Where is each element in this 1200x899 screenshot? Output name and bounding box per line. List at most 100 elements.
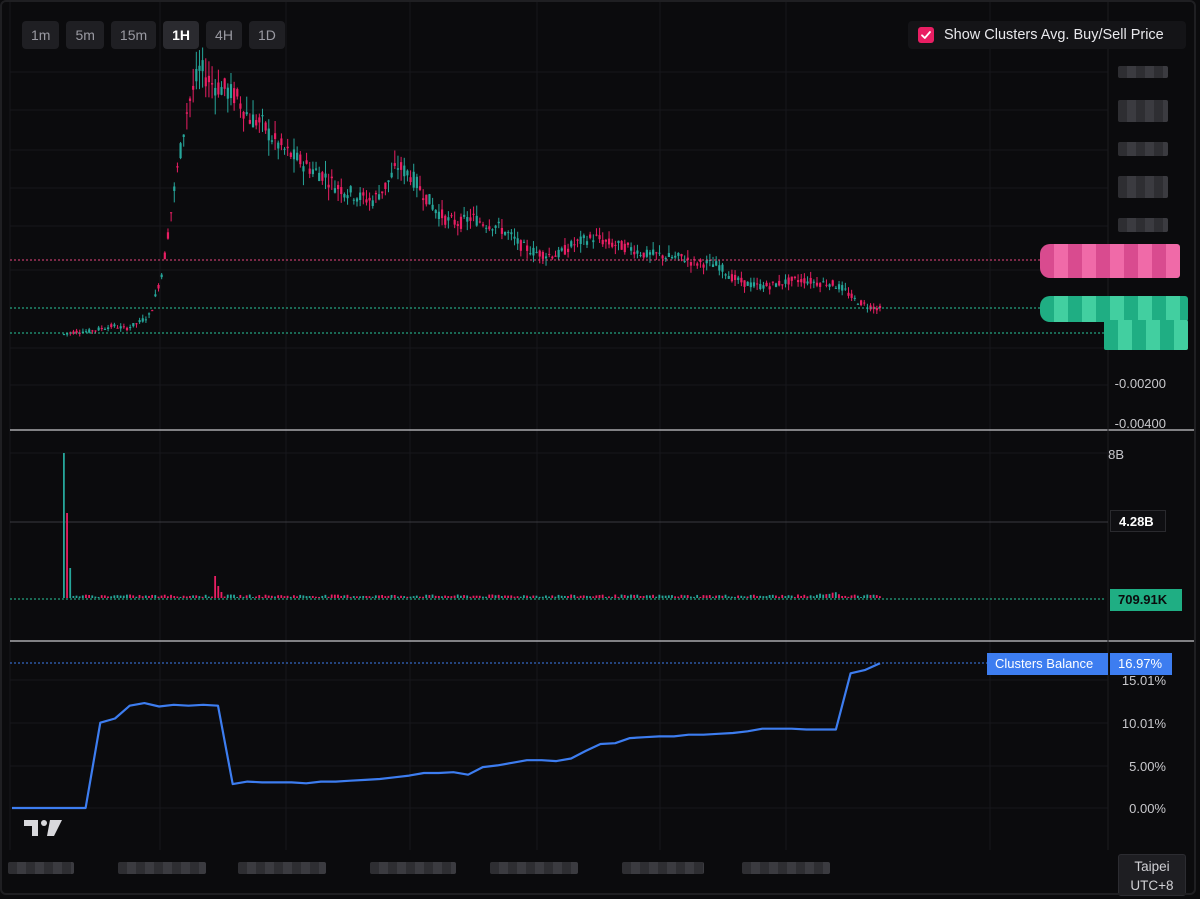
volume-bar	[349, 596, 352, 598]
volume-bar	[217, 586, 220, 598]
price-candle-body	[210, 83, 214, 85]
price-candle-body	[283, 148, 286, 150]
price-candle-body	[447, 217, 450, 221]
price-candle-body	[321, 172, 324, 181]
price-candle-body	[737, 277, 740, 281]
price-candle-body	[330, 176, 333, 179]
volume-bar	[582, 595, 585, 598]
volume-bar	[261, 596, 264, 598]
price-candle-body	[708, 260, 711, 262]
volume-bar	[450, 596, 453, 598]
volume-bar	[538, 596, 541, 598]
price-candle-body	[705, 259, 708, 264]
price-candle-body	[485, 227, 488, 229]
price-candle-body	[768, 286, 771, 290]
volume-bar	[400, 595, 402, 598]
price-candle-body	[97, 327, 100, 331]
price-candle-body	[667, 253, 671, 258]
volume-bar	[504, 595, 506, 598]
price-candle-body	[229, 84, 233, 99]
volume-bar	[157, 596, 160, 598]
price-candle-body	[749, 282, 752, 288]
volume-bar	[721, 595, 724, 598]
price-candle-body	[374, 192, 378, 195]
volume-bar	[853, 594, 856, 598]
price-candle-body	[151, 310, 154, 312]
volume-bar	[475, 595, 478, 598]
tradingview-logo-icon[interactable]	[24, 818, 64, 843]
timezone-selector[interactable]: Taipei UTC+8	[1118, 854, 1186, 896]
volume-bar	[229, 594, 232, 598]
volume-bar	[661, 595, 664, 598]
price-candle-body	[226, 87, 229, 99]
price-candle-body	[878, 305, 882, 308]
volume-bar	[639, 596, 642, 598]
volume-bar	[315, 596, 317, 598]
price-axis-label: -0.00200	[1114, 376, 1166, 391]
volume-bar	[63, 453, 65, 598]
price-candle-body	[314, 168, 318, 170]
price-candle-body	[774, 283, 778, 287]
volume-bar	[69, 568, 72, 598]
volume-bar	[482, 596, 484, 598]
timeframe-1h-button[interactable]: 1H	[163, 21, 200, 49]
price-candle-body	[633, 251, 636, 255]
volume-bar	[258, 595, 261, 598]
price-candle-body	[740, 277, 743, 283]
price-candle-body	[431, 204, 434, 210]
volume-bar	[579, 595, 582, 598]
price-candle-body	[327, 184, 330, 188]
price-candle-body	[308, 168, 311, 174]
price-candle-body	[859, 300, 863, 306]
timeframe-15m-button[interactable]: 15m	[110, 21, 157, 49]
volume-bar	[507, 595, 510, 598]
timeframe-1d-button[interactable]: 1D	[248, 21, 285, 49]
price-candle-body	[825, 284, 828, 286]
volume-bar	[815, 594, 818, 598]
price-candle-body	[475, 215, 478, 226]
price-candle-body	[280, 138, 283, 146]
price-candle-body	[415, 176, 418, 189]
volume-bar	[529, 596, 532, 598]
timeframe-1m-button[interactable]: 1m	[22, 21, 60, 49]
volume-bar	[633, 594, 636, 598]
volume-bar	[828, 593, 831, 598]
price-candle-body	[418, 186, 422, 190]
checkmark-icon[interactable]	[918, 27, 934, 43]
volume-bar	[749, 594, 752, 598]
volume-bar	[630, 594, 632, 598]
price-candle-body	[730, 274, 734, 282]
timeframe-5m-button[interactable]: 5m	[66, 21, 104, 49]
price-candle-body	[125, 327, 129, 331]
price-candle-body	[806, 281, 809, 284]
price-candle-body	[592, 240, 595, 243]
price-candle-body	[195, 68, 198, 82]
price-candle-body	[469, 217, 472, 221]
volume-bar	[696, 594, 699, 598]
volume-bar	[541, 596, 544, 598]
price-candle-body	[702, 264, 705, 268]
price-candle-body	[393, 163, 396, 166]
volume-bar	[715, 595, 717, 598]
price-candle-body	[437, 211, 441, 220]
volume-bar	[176, 596, 179, 598]
volume-bar	[522, 595, 525, 598]
volume-bar	[589, 596, 591, 598]
timeframe-4h-button[interactable]: 4H	[206, 21, 242, 49]
volume-bar	[280, 595, 283, 598]
price-candle-body	[529, 253, 532, 255]
volume-bar	[784, 596, 787, 598]
volume-bar	[787, 595, 790, 598]
clusters-avg-price-toggle[interactable]: Show Clusters Avg. Buy/Sell Price	[908, 21, 1186, 49]
price-candle-body	[107, 327, 110, 330]
volume-bar	[85, 594, 87, 598]
volume-bar	[551, 595, 554, 598]
volume-bar	[88, 594, 91, 598]
volume-bar	[879, 596, 881, 598]
price-candle-body	[403, 165, 406, 177]
volume-bar	[702, 595, 705, 598]
volume-bar	[226, 594, 229, 598]
price-candle-body	[368, 197, 371, 201]
volume-bar	[699, 596, 702, 598]
